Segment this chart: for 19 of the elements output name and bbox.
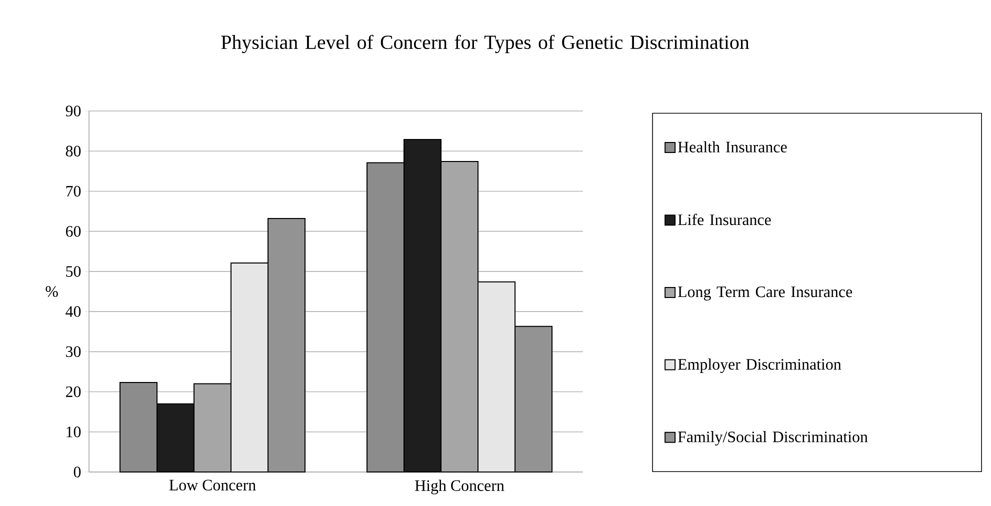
y-tick-label: 90 — [66, 106, 81, 116]
y-tick-label: 60 — [66, 226, 81, 237]
legend-label: Health Insurance — [678, 141, 787, 152]
x-tick-label: Low Concern — [169, 480, 256, 490]
y-tick-label: 70 — [66, 186, 81, 197]
y-tick-label: 30 — [66, 346, 81, 358]
y-tick-label: 40 — [66, 306, 81, 317]
legend-label: Employer Discrimination — [678, 358, 842, 374]
x-tick-label: High Concern — [415, 480, 504, 494]
y-axis-title: % — [46, 286, 58, 297]
y-tick-label: 50 — [66, 266, 81, 277]
legend-label: Life Insurance — [678, 214, 771, 226]
y-tick-label: 20 — [66, 386, 81, 398]
legend-label: Long Term Care Insurance — [678, 286, 852, 300]
y-tick-label: 0 — [74, 466, 81, 478]
legend-label: Family/Social Discrimination — [678, 431, 868, 446]
y-tick-label: 80 — [66, 146, 81, 156]
chart-title: Physician Level of Concern for Types of Genetic Discrimination — [221, 34, 750, 54]
y-tick-label: 10 — [66, 426, 81, 438]
